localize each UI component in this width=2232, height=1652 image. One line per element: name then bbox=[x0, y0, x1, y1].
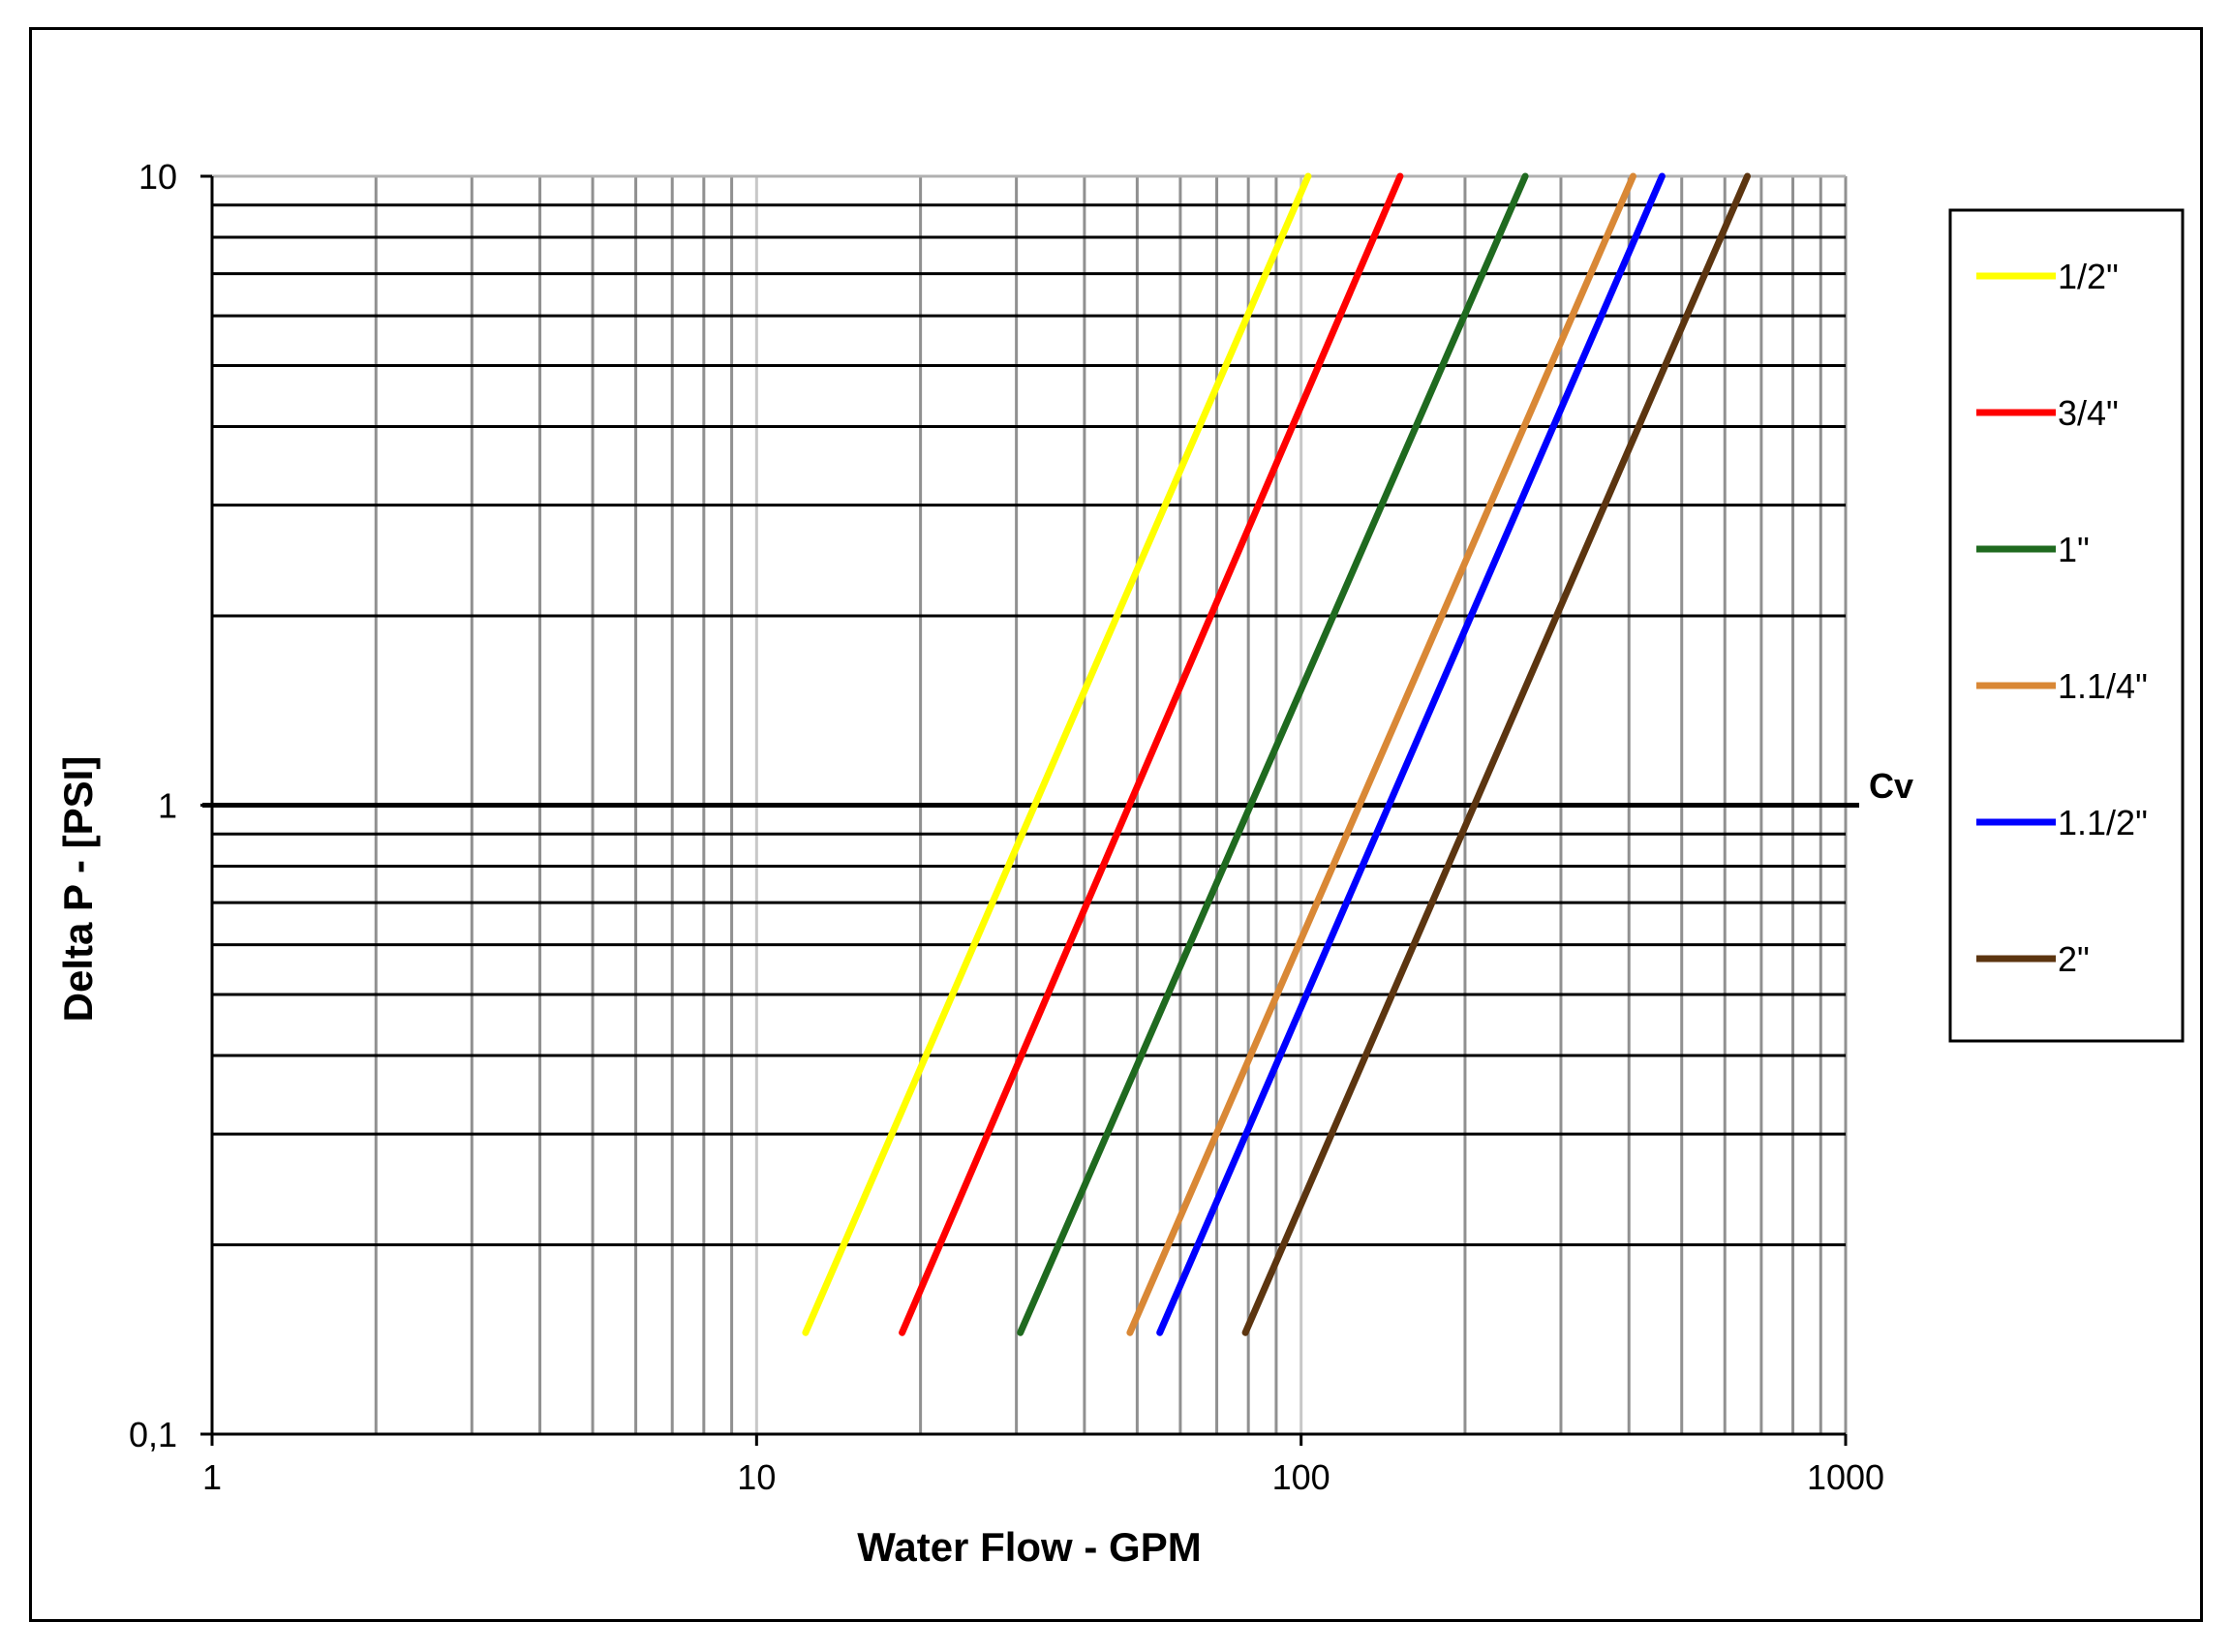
legend-layer: 1/2" 3/4" 1" 1.1/4" 1.1/2" 2" bbox=[1948, 208, 2185, 1043]
legend-label: 2" bbox=[2058, 939, 2090, 979]
legend-label: 1/2" bbox=[2058, 257, 2119, 296]
x-tick-label: 10 bbox=[737, 1457, 776, 1497]
series-line-4 bbox=[1126, 172, 1636, 1336]
y-tick-label: 0,1 bbox=[129, 1415, 177, 1454]
axis-layer: 1 10 100 1000 0,1 1 10 bbox=[129, 157, 1884, 1497]
y-axis-title: Delta P - [PSI] bbox=[55, 756, 101, 1023]
series-layer bbox=[802, 172, 1751, 1336]
series-line-2 bbox=[899, 172, 1404, 1336]
series-line-5 bbox=[1156, 172, 1666, 1336]
x-axis-title: Water Flow - GPM bbox=[857, 1524, 1201, 1570]
y-tick-label: 10 bbox=[138, 157, 177, 197]
y-tick-label: 1 bbox=[158, 786, 177, 826]
series-line-3 bbox=[1017, 172, 1529, 1336]
legend-label: 1.1/4" bbox=[2058, 666, 2148, 706]
series-line-6 bbox=[1241, 172, 1751, 1336]
legend-label: 1" bbox=[2058, 530, 2090, 569]
chart-frame bbox=[29, 27, 2203, 1622]
series-line-1 bbox=[802, 172, 1312, 1336]
legend-box bbox=[1948, 208, 2185, 1043]
legend-label: 1.1/2" bbox=[2058, 803, 2148, 842]
cv-annotation: Cv bbox=[1869, 766, 1913, 806]
x-tick-label: 1 bbox=[202, 1457, 222, 1497]
grid-layer bbox=[202, 174, 1859, 1434]
x-tick-label: 100 bbox=[1272, 1457, 1330, 1497]
legend-label: 3/4" bbox=[2058, 393, 2119, 433]
x-tick-label: 1000 bbox=[1807, 1457, 1884, 1497]
